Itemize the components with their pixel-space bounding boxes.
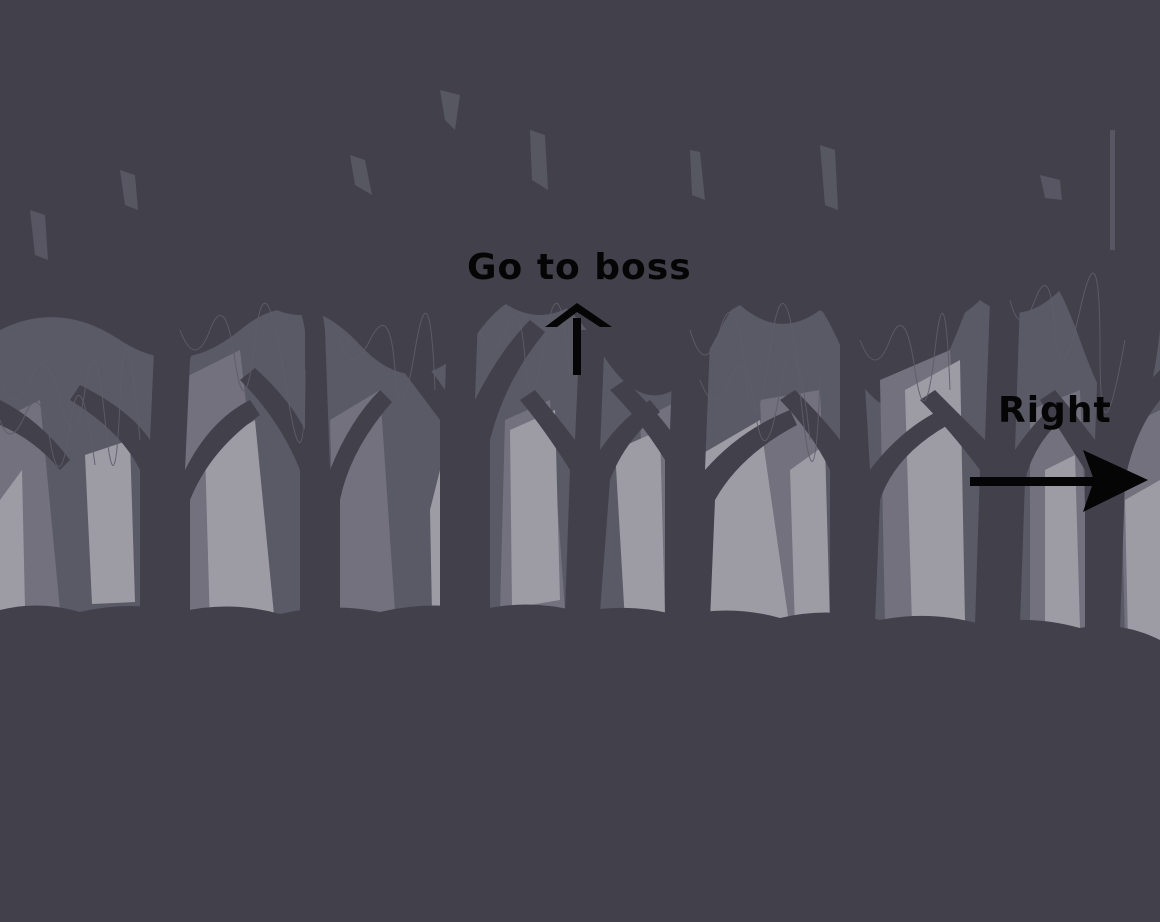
canopy-highlights (30, 90, 1115, 260)
go-to-boss-label: Go to boss (467, 247, 692, 288)
foliage-scribbles (0, 272, 1126, 467)
right-label: Right (998, 390, 1112, 431)
ground (0, 604, 1160, 922)
